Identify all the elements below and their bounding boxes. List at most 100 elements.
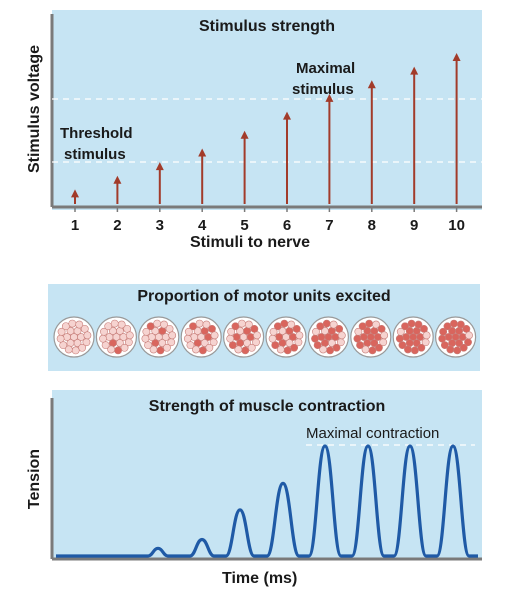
motor-unit-bundle [350, 316, 392, 358]
excited-fiber [326, 346, 334, 355]
resting-fiber [287, 320, 296, 329]
stimulus-arrowhead [71, 189, 79, 198]
excited-fiber [327, 327, 336, 335]
excited-fiber [407, 319, 416, 328]
resting-fiber [184, 327, 193, 336]
resting-fiber [125, 331, 134, 340]
excited-fiber [412, 327, 421, 335]
maximal-contraction-label: Maximal contraction [306, 425, 440, 442]
stimulus-arrowhead [367, 80, 376, 89]
contraction-panel: Strength of muscle contraction [52, 390, 482, 560]
excited-fiber [283, 346, 292, 355]
time-label: Time (ms) [222, 570, 298, 587]
excited-fiber [401, 322, 409, 331]
resting-fiber [244, 320, 253, 329]
x-tick-label: 8 [368, 217, 376, 234]
resting-fiber [101, 341, 110, 350]
excited-fiber [417, 343, 426, 352]
resting-fiber [396, 327, 405, 336]
motor-unit-bundle [53, 316, 95, 358]
stimulus-arrowhead [240, 130, 249, 139]
resting-fiber [149, 345, 158, 354]
excited-fiber [243, 327, 251, 335]
resting-fiber [268, 334, 277, 343]
resting-fiber [141, 334, 150, 343]
resting-fiber [234, 345, 243, 354]
stimulus-arrows-chart: 1 2 3 4 5 6 7 8 9 10 [50, 14, 482, 234]
excited-fiber [285, 327, 294, 335]
resting-fiber [269, 327, 278, 336]
stimulus-arrowhead [113, 175, 122, 184]
x-tick-label: 2 [113, 217, 121, 234]
excited-fiber [438, 334, 447, 343]
resting-fiber [57, 327, 66, 336]
stimulus-arrowhead [410, 66, 419, 75]
excited-fiber [365, 319, 374, 328]
resting-fiber [183, 334, 192, 343]
resting-fiber [144, 341, 152, 350]
resting-fiber [210, 331, 219, 340]
resting-fiber [354, 327, 363, 336]
resting-fiber [110, 319, 119, 328]
resting-fiber [295, 331, 304, 340]
resting-fiber [68, 319, 77, 328]
resting-fiber [205, 343, 214, 352]
resting-fiber [73, 327, 82, 335]
excited-fiber [189, 322, 197, 331]
resting-fiber [61, 322, 70, 331]
excited-fiber [292, 324, 301, 333]
excited-fiber [446, 345, 455, 354]
stimulus-arrowhead [325, 93, 334, 102]
x-tick-label: 6 [283, 217, 291, 234]
resting-fiber [64, 345, 73, 354]
excited-fiber [156, 346, 165, 355]
excited-fiber [250, 324, 259, 333]
excited-fiber [377, 324, 386, 333]
resting-fiber [186, 341, 195, 350]
stimulus-title: Stimulus strength [198, 18, 335, 35]
resting-fiber [422, 331, 431, 340]
resting-fiber [192, 345, 200, 354]
resting-fiber [104, 322, 113, 331]
excited-fiber [114, 346, 122, 355]
resting-fiber [100, 327, 108, 336]
resting-fiber [123, 324, 132, 333]
motor-unit-bundle [435, 316, 477, 358]
resting-fiber [165, 324, 174, 333]
x-tick-label: 1 [71, 217, 79, 234]
excited-fiber [410, 346, 419, 355]
resting-fiber [78, 343, 87, 352]
excited-fiber [462, 324, 471, 333]
motor-unit-bundle [138, 316, 180, 358]
resting-fiber [238, 319, 246, 328]
excited-fiber [414, 320, 423, 329]
resting-fiber [329, 320, 338, 329]
excited-fiber [228, 341, 237, 350]
excited-fiber [158, 327, 167, 335]
resting-fiber [276, 345, 285, 354]
resting-fiber [253, 331, 261, 340]
stimulus-arrowhead [452, 53, 461, 61]
resting-fiber [59, 341, 68, 350]
resting-fiber [142, 327, 151, 336]
excited-fiber [443, 322, 452, 331]
excited-fiber [313, 341, 322, 350]
excited-fiber [200, 327, 209, 335]
excited-fiber [450, 319, 458, 328]
excited-fiber [370, 327, 379, 335]
resting-fiber [163, 343, 171, 352]
motor-units-title: Proportion of motor units excited [137, 288, 391, 305]
resting-fiber [107, 345, 116, 354]
excited-fiber [290, 343, 299, 352]
excited-fiber [316, 322, 325, 331]
excited-fiber [273, 322, 282, 331]
excited-fiber [271, 341, 280, 350]
contraction-title: Strength of muscle contraction [148, 398, 386, 415]
excited-fiber [398, 341, 407, 350]
excited-fiber [332, 343, 341, 352]
excited-fiber [146, 322, 155, 331]
excited-fiber [356, 341, 364, 350]
x-tick-label: 5 [240, 217, 248, 234]
excited-fiber [231, 322, 240, 331]
excited-fiber [439, 327, 448, 336]
